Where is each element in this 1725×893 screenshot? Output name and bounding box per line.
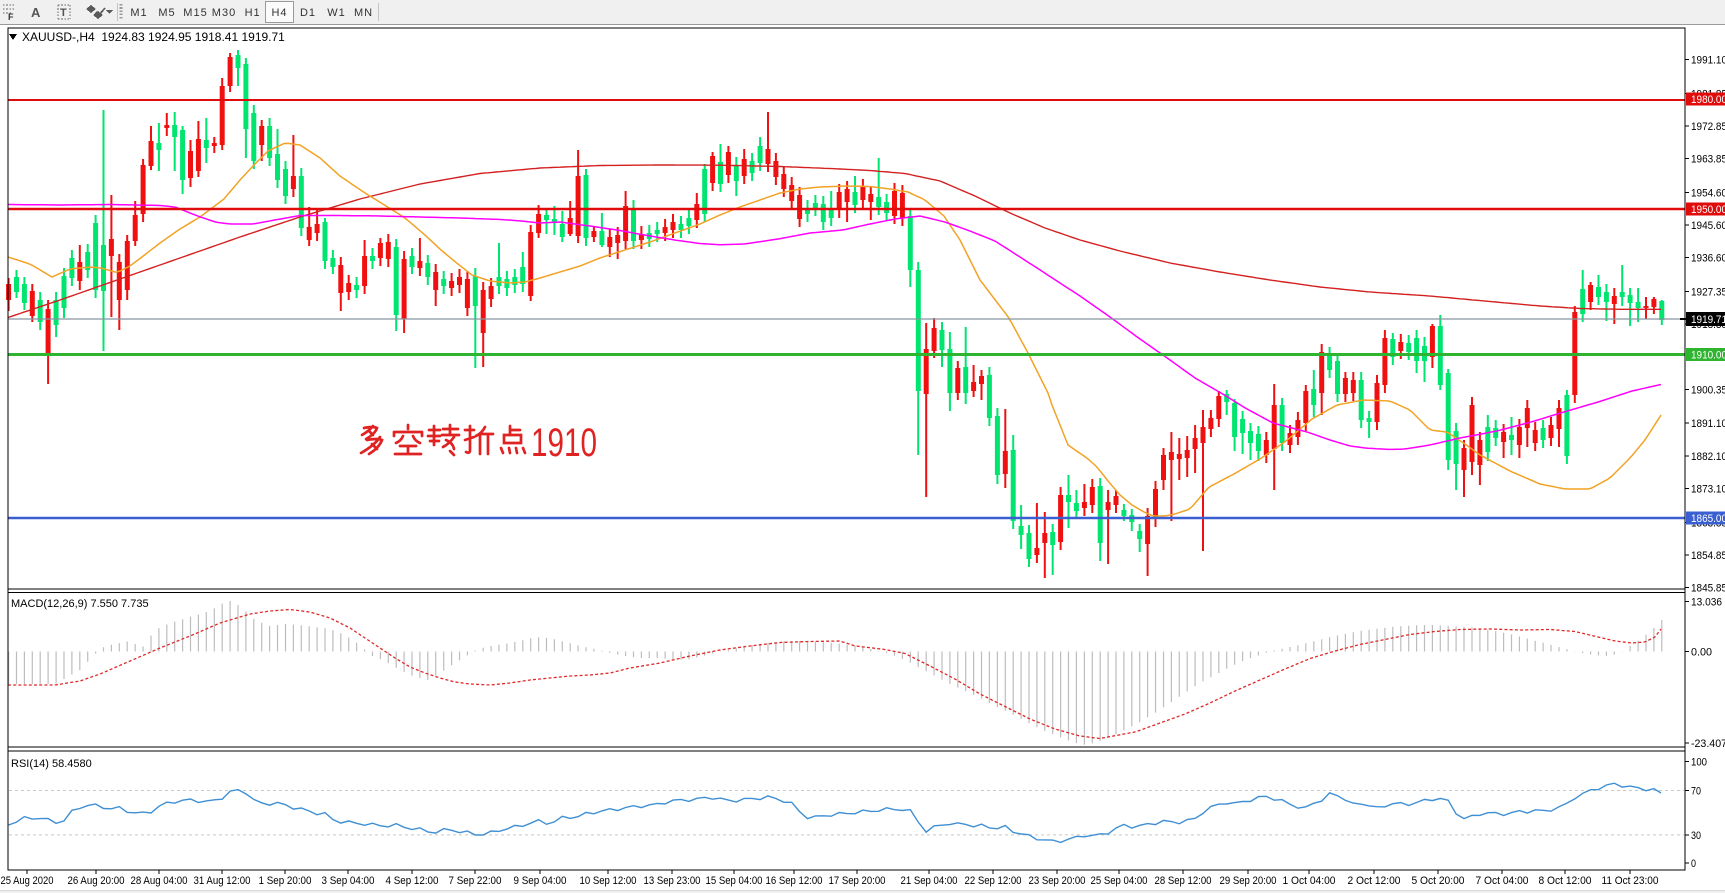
svg-text:29 Sep 20:00: 29 Sep 20:00: [1220, 875, 1277, 887]
svg-text:M15: M15: [183, 7, 207, 19]
svg-text:13.036: 13.036: [1691, 597, 1722, 609]
svg-text:16 Sep 12:00: 16 Sep 12:00: [766, 875, 823, 887]
svg-text:11 Oct 23:00: 11 Oct 23:00: [1602, 875, 1659, 887]
svg-text:T: T: [60, 7, 67, 19]
svg-text:1845.85: 1845.85: [1691, 583, 1725, 595]
svg-text:M30: M30: [212, 7, 236, 19]
svg-text:A: A: [31, 5, 41, 20]
svg-text:1950.00: 1950.00: [1691, 204, 1725, 216]
svg-text:1945.60: 1945.60: [1691, 220, 1725, 232]
svg-text:1873.10: 1873.10: [1691, 484, 1725, 496]
svg-text:10 Sep 12:00: 10 Sep 12:00: [580, 875, 637, 887]
svg-text:13 Sep 23:00: 13 Sep 23:00: [644, 875, 701, 887]
svg-text:MN: MN: [354, 7, 373, 19]
svg-text:25 Aug 2020: 25 Aug 2020: [1, 875, 54, 887]
svg-text:-23.407: -23.407: [1691, 738, 1725, 750]
svg-text:1882.10: 1882.10: [1691, 451, 1725, 463]
svg-text:1854.85: 1854.85: [1691, 550, 1725, 562]
svg-text:7 Oct 04:00: 7 Oct 04:00: [1476, 875, 1529, 887]
svg-text:1 Oct 04:00: 1 Oct 04:00: [1283, 875, 1336, 887]
svg-text:1991.10: 1991.10: [1691, 55, 1725, 67]
svg-text:D1: D1: [300, 7, 316, 19]
svg-text:7 Sep 22:00: 7 Sep 22:00: [449, 875, 502, 887]
svg-text:1963.85: 1963.85: [1691, 154, 1725, 166]
svg-text:F: F: [8, 12, 14, 22]
svg-text:22 Sep 12:00: 22 Sep 12:00: [965, 875, 1022, 887]
svg-text:28 Sep 12:00: 28 Sep 12:00: [1155, 875, 1212, 887]
svg-text:28 Aug 04:00: 28 Aug 04:00: [131, 875, 188, 887]
svg-text:8 Oct 12:00: 8 Oct 12:00: [1539, 875, 1592, 887]
svg-text:W1: W1: [327, 7, 346, 19]
svg-text:1936.60: 1936.60: [1691, 253, 1725, 265]
svg-text:1891.10: 1891.10: [1691, 418, 1725, 430]
svg-text:21 Sep 04:00: 21 Sep 04:00: [901, 875, 958, 887]
svg-text:1972.85: 1972.85: [1691, 121, 1725, 133]
svg-text:4 Sep 12:00: 4 Sep 12:00: [386, 875, 439, 887]
svg-text:26 Aug 20:00: 26 Aug 20:00: [68, 875, 125, 887]
svg-text:1919.71: 1919.71: [1691, 314, 1725, 326]
svg-text:H4: H4: [271, 7, 287, 19]
svg-text:17 Sep 20:00: 17 Sep 20:00: [829, 875, 886, 887]
svg-text:XAUUSD-,H4 1924.83 1924.95 19: XAUUSD-,H4 1924.83 1924.95 1918.41 1919.…: [22, 30, 285, 44]
svg-text:15 Sep 04:00: 15 Sep 04:00: [706, 875, 763, 887]
svg-text:70: 70: [1691, 786, 1701, 798]
svg-text:M5: M5: [158, 7, 175, 19]
svg-text:1 Sep 20:00: 1 Sep 20:00: [259, 875, 312, 887]
svg-text:2 Oct 12:00: 2 Oct 12:00: [1348, 875, 1401, 887]
svg-text:RSI(14) 58.4580: RSI(14) 58.4580: [11, 758, 92, 770]
svg-text:1900.35: 1900.35: [1691, 385, 1725, 397]
svg-text:100: 100: [1691, 757, 1707, 769]
svg-text:25 Sep 04:00: 25 Sep 04:00: [1091, 875, 1148, 887]
svg-text:23 Sep 20:00: 23 Sep 20:00: [1029, 875, 1086, 887]
svg-text:0.00: 0.00: [1691, 647, 1712, 659]
svg-text:31 Aug 12:00: 31 Aug 12:00: [194, 875, 251, 887]
svg-text:MACD(12,26,9) 7.550 7.735: MACD(12,26,9) 7.550 7.735: [11, 598, 149, 610]
svg-text:1980.00: 1980.00: [1691, 94, 1725, 106]
svg-text:1865.00: 1865.00: [1691, 513, 1725, 525]
svg-text:30: 30: [1691, 830, 1701, 842]
svg-text:H1: H1: [245, 7, 261, 19]
svg-text:3 Sep 04:00: 3 Sep 04:00: [322, 875, 375, 887]
svg-text:1927.35: 1927.35: [1691, 286, 1725, 298]
svg-text:1910: 1910: [531, 421, 597, 465]
svg-text:1910.00: 1910.00: [1691, 350, 1725, 362]
svg-text:0: 0: [1691, 858, 1696, 870]
svg-text:M1: M1: [130, 7, 147, 19]
svg-text:9 Sep 04:00: 9 Sep 04:00: [514, 875, 567, 887]
svg-text:5 Oct 20:00: 5 Oct 20:00: [1412, 875, 1465, 887]
svg-text:1954.60: 1954.60: [1691, 187, 1725, 199]
